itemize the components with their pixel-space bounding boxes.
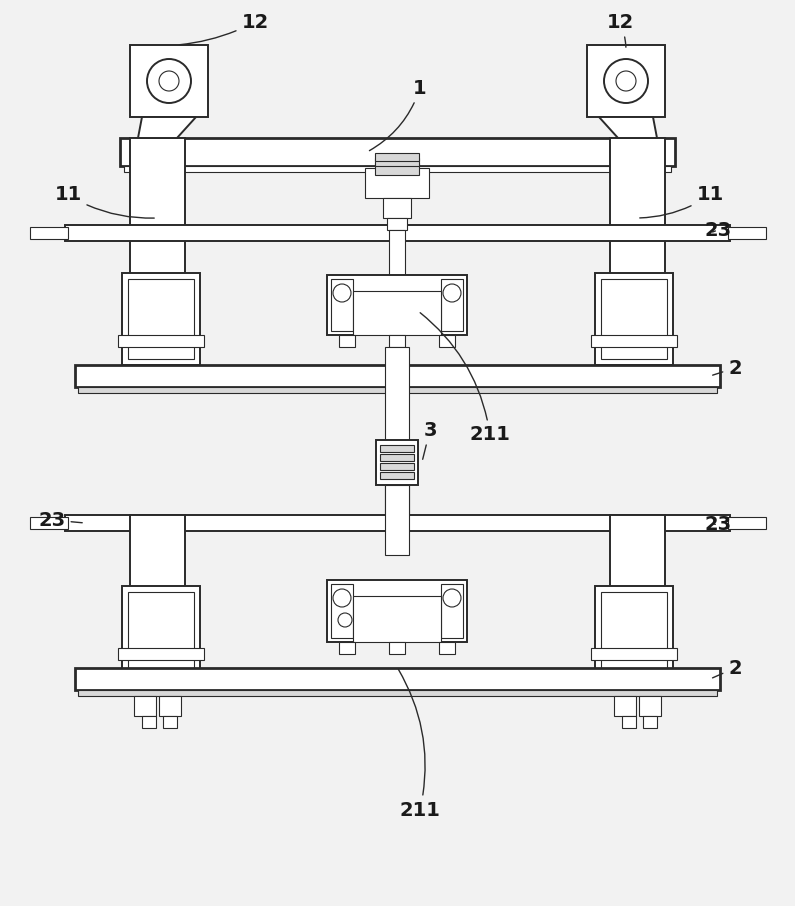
Text: 211: 211 — [421, 313, 510, 445]
Bar — [389, 335, 405, 347]
Bar — [385, 485, 409, 555]
Text: 23: 23 — [38, 510, 82, 529]
Text: 11: 11 — [640, 186, 723, 218]
Bar — [595, 273, 673, 365]
Bar — [639, 696, 661, 716]
Bar — [365, 168, 429, 198]
Text: 23: 23 — [704, 220, 731, 239]
Text: 2: 2 — [712, 659, 742, 678]
Bar — [163, 716, 177, 728]
Bar — [353, 291, 441, 335]
Bar — [595, 586, 673, 678]
Bar — [128, 592, 194, 672]
Bar — [128, 279, 194, 359]
Bar — [339, 335, 355, 347]
Bar — [380, 463, 414, 470]
Bar — [383, 198, 411, 218]
Bar — [120, 138, 675, 166]
Text: 12: 12 — [180, 13, 269, 44]
Bar — [134, 696, 156, 716]
Text: 3: 3 — [423, 420, 436, 459]
Bar — [728, 517, 766, 529]
Bar — [353, 596, 441, 642]
Bar — [339, 642, 355, 654]
Bar — [389, 642, 405, 654]
Polygon shape — [138, 117, 196, 138]
Bar — [441, 279, 463, 331]
Bar — [376, 440, 418, 485]
Text: 11: 11 — [54, 186, 154, 218]
Bar — [380, 454, 414, 461]
Bar — [65, 225, 730, 241]
Text: 23: 23 — [704, 516, 731, 535]
Text: 12: 12 — [607, 13, 634, 47]
Bar — [441, 584, 463, 638]
Bar — [622, 716, 636, 728]
Bar — [375, 153, 419, 161]
Bar — [601, 592, 667, 672]
Bar — [380, 472, 414, 479]
Bar — [375, 163, 419, 175]
Bar — [387, 218, 407, 230]
Bar — [75, 365, 720, 387]
Bar — [643, 716, 657, 728]
Bar — [439, 642, 455, 654]
Bar — [728, 227, 766, 239]
Bar — [130, 138, 185, 323]
Bar — [118, 335, 204, 347]
Bar — [118, 648, 204, 660]
Bar — [591, 648, 677, 660]
Bar — [587, 45, 665, 117]
Bar — [439, 335, 455, 347]
Bar — [130, 515, 185, 655]
Bar — [385, 347, 409, 520]
Bar — [331, 279, 353, 331]
Polygon shape — [599, 117, 657, 138]
Bar — [614, 696, 636, 716]
Bar — [331, 584, 353, 638]
Bar — [75, 668, 720, 690]
Bar — [124, 166, 671, 172]
Bar — [30, 227, 68, 239]
Bar — [159, 696, 181, 716]
Bar — [122, 586, 200, 678]
Bar — [601, 279, 667, 359]
Bar — [327, 275, 467, 335]
Bar — [591, 335, 677, 347]
Bar — [122, 273, 200, 365]
Bar — [375, 158, 419, 166]
Text: 1: 1 — [370, 79, 427, 150]
Bar — [380, 445, 414, 452]
Bar — [78, 690, 717, 696]
Bar — [78, 387, 717, 393]
Bar — [65, 515, 730, 531]
Bar — [610, 138, 665, 323]
Bar — [130, 45, 208, 117]
Bar — [30, 517, 68, 529]
Text: 211: 211 — [398, 670, 440, 820]
Text: 2: 2 — [712, 359, 742, 378]
Bar — [327, 580, 467, 642]
Bar — [389, 230, 405, 275]
Bar — [610, 515, 665, 655]
Bar — [142, 716, 156, 728]
